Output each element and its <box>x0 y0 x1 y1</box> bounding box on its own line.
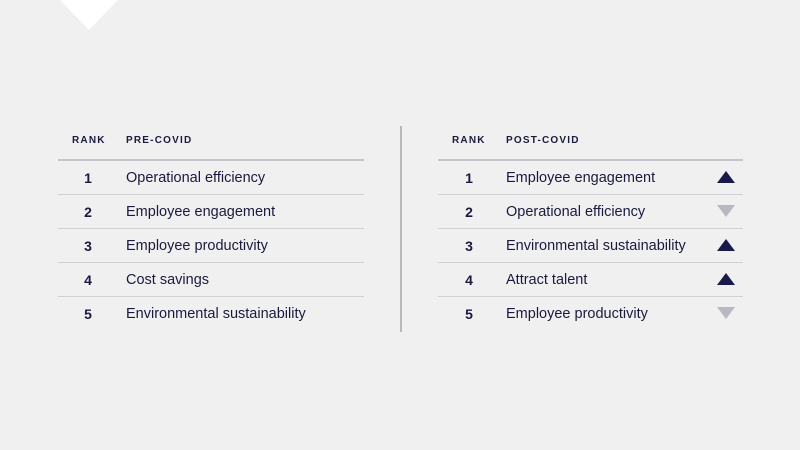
post-covid-table: RANK POST-COVID 1 Employee engagement 2 … <box>438 124 743 330</box>
rank-number: 2 <box>465 204 473 220</box>
triangle-up-icon <box>717 239 735 251</box>
column-divider <box>400 126 402 332</box>
post-covid-header: RANK POST-COVID <box>438 124 743 161</box>
pre-covid-table: RANK PRE-COVID 1 Operational efficiency … <box>58 124 364 330</box>
priority-label: Environmental sustainability <box>126 306 306 322</box>
rank-number: 1 <box>84 170 92 186</box>
table-row: 4 Cost savings <box>58 263 364 297</box>
table-row: 2 Operational efficiency <box>438 195 743 229</box>
pre-covid-header: RANK PRE-COVID <box>58 124 364 161</box>
rank-number: 4 <box>465 272 473 288</box>
priority-label: Attract talent <box>506 272 588 288</box>
decorative-notch <box>60 0 118 30</box>
priority-label: Cost savings <box>126 272 210 288</box>
priority-label: Environmental sustainability <box>506 238 686 254</box>
rank-number: 2 <box>84 204 92 220</box>
rank-number: 5 <box>84 306 92 322</box>
priority-label: Operational efficiency <box>506 204 646 220</box>
post-covid-title: POST-COVID <box>506 135 580 146</box>
priority-label: Employee productivity <box>126 238 268 254</box>
table-row: 5 Environmental sustainability <box>58 297 364 330</box>
table-row: 4 Attract talent <box>438 263 743 297</box>
rank-number: 3 <box>465 238 473 254</box>
priority-label: Employee engagement <box>506 170 656 186</box>
table-row: 5 Employee productivity <box>438 297 743 330</box>
triangle-down-icon <box>717 205 735 217</box>
pre-covid-title: PRE-COVID <box>126 135 193 146</box>
rank-number: 3 <box>84 238 92 254</box>
triangle-up-icon <box>717 273 735 285</box>
triangle-up-icon <box>717 171 735 183</box>
rank-column-header: RANK <box>452 135 486 146</box>
priority-label: Operational efficiency <box>126 170 266 186</box>
priority-label: Employee engagement <box>126 204 276 220</box>
table-row: 1 Operational efficiency <box>58 161 364 195</box>
priority-label: Employee productivity <box>506 306 648 322</box>
table-row: 3 Employee productivity <box>58 229 364 263</box>
rank-number: 1 <box>465 170 473 186</box>
rank-column-header: RANK <box>72 135 106 146</box>
rank-number: 4 <box>84 272 92 288</box>
triangle-down-icon <box>717 307 735 319</box>
rank-number: 5 <box>465 306 473 322</box>
table-row: 3 Environmental sustainability <box>438 229 743 263</box>
table-row: 2 Employee engagement <box>58 195 364 229</box>
table-row: 1 Employee engagement <box>438 161 743 195</box>
